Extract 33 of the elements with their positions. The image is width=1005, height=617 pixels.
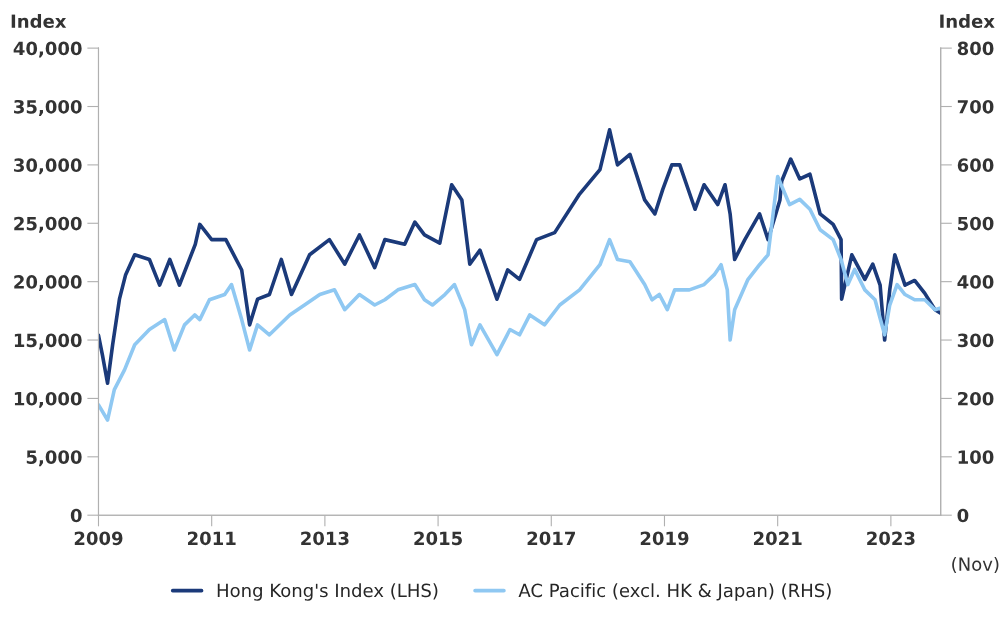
- y-tick-label: 20,000: [14, 275, 82, 292]
- y-tick-label: 15,000: [14, 333, 82, 350]
- x-tick-label: 2011: [187, 531, 236, 546]
- y-tick-label: 10,000: [14, 391, 82, 408]
- x-tick-label: 2021: [753, 531, 802, 546]
- x-tick-label: 2015: [414, 531, 462, 546]
- y-tick-label: 5,000: [26, 450, 82, 467]
- line-series: [98, 128, 941, 386]
- y2-tick-label: 100: [958, 450, 994, 464]
- y2-axis-title: Index: [940, 14, 995, 29]
- x-tick-label: 2009: [74, 531, 123, 546]
- y2-tick-label: 0: [957, 508, 969, 523]
- x-tick-label: 2017: [527, 531, 575, 546]
- line-series: [98, 174, 941, 422]
- y2-tick-label: 800: [957, 41, 994, 56]
- y2-tick-label: 300: [957, 333, 994, 348]
- y-tick-label: 35,000: [14, 99, 82, 116]
- y-tick-label: 30,000: [14, 158, 82, 175]
- y-tick-label: 25,000: [14, 216, 82, 233]
- legend-label: Hong Kong's Index (LHS): [217, 583, 438, 601]
- text: (Nov): [952, 557, 999, 574]
- x-tick-label: 2013: [301, 531, 349, 546]
- legend-label: AC Pacific (excl. HK & Japan) (RHS): [518, 583, 831, 601]
- x-tick-label: 2023: [867, 531, 915, 546]
- y-tick-label: 0: [70, 508, 82, 523]
- y-axis-title: Index: [11, 14, 67, 29]
- y2-tick-label: 400: [957, 275, 994, 289]
- y-tick-label: 40,000: [13, 41, 82, 58]
- x-tick-label: 2019: [640, 531, 689, 546]
- y2-tick-label: 600: [957, 158, 994, 173]
- y2-tick-label: 200: [958, 391, 994, 406]
- y2-tick-label: 700: [957, 99, 994, 114]
- y2-tick-label: 500: [958, 216, 994, 231]
